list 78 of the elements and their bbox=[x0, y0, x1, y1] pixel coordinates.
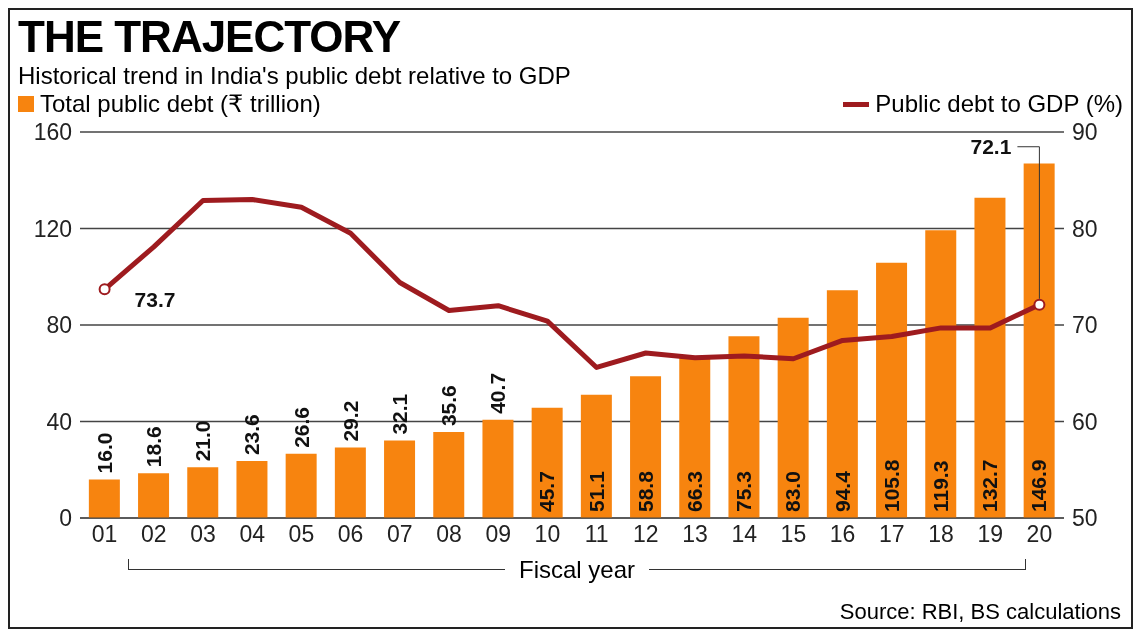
data-label: 58.8 bbox=[633, 470, 657, 512]
y-tick-label: 0 bbox=[59, 505, 72, 532]
data-label: 132.7 bbox=[978, 459, 1002, 512]
data-label: 16.0 bbox=[92, 432, 116, 474]
bar bbox=[974, 197, 1006, 518]
data-label: 119.3 bbox=[929, 460, 953, 512]
x-tick-label: 04 bbox=[239, 521, 266, 548]
bar bbox=[630, 376, 662, 518]
data-label: 75.3 bbox=[732, 471, 756, 512]
x-tick-label: 14 bbox=[731, 521, 758, 548]
data-label: 51.1 bbox=[584, 470, 608, 512]
data-label: 23.6 bbox=[240, 414, 264, 456]
bar bbox=[187, 467, 219, 518]
data-label: 105.8 bbox=[879, 459, 903, 512]
chart-subtitle: Historical trend in India's public debt relative to GDP bbox=[18, 62, 572, 90]
bar bbox=[531, 407, 563, 518]
bar bbox=[285, 453, 317, 518]
x-axis-title: Fiscal year bbox=[518, 556, 636, 584]
chart-title: THE TRAJECTORY bbox=[18, 12, 402, 62]
bar bbox=[88, 479, 120, 518]
data-label: 32.1 bbox=[387, 393, 411, 435]
data-label: 72.1 bbox=[970, 135, 1012, 159]
x-tick-label: 09 bbox=[485, 521, 511, 548]
x-tick-label: 08 bbox=[436, 521, 462, 548]
bar bbox=[777, 317, 809, 518]
data-label: 35.6 bbox=[437, 385, 461, 427]
x-tick-label: 19 bbox=[977, 521, 1003, 548]
bar bbox=[679, 358, 711, 518]
x-tick-label: 12 bbox=[633, 521, 659, 548]
x-tick-label: 17 bbox=[879, 521, 905, 548]
y2-tick-label: 60 bbox=[1072, 408, 1098, 435]
x-tick-label: 20 bbox=[1026, 521, 1053, 548]
bar bbox=[138, 473, 170, 518]
x-tick-label: 03 bbox=[190, 521, 216, 548]
data-label: 146.9 bbox=[1027, 459, 1051, 512]
y2-tick-label: 50 bbox=[1072, 505, 1098, 532]
bar bbox=[728, 336, 760, 518]
y2-tick-label: 70 bbox=[1072, 312, 1098, 339]
data-label: 94.4 bbox=[830, 470, 854, 512]
data-label: 40.7 bbox=[486, 372, 510, 414]
bar bbox=[580, 394, 612, 518]
data-label: 66.3 bbox=[683, 471, 707, 512]
x-tick-label: 16 bbox=[829, 521, 856, 548]
y2-tick-label: 80 bbox=[1072, 215, 1098, 242]
data-label: 83.0 bbox=[781, 471, 805, 512]
x-tick-label: 10 bbox=[534, 521, 561, 548]
data-label: 45.7 bbox=[535, 471, 559, 512]
bar bbox=[334, 447, 366, 518]
y-tick-label: 40 bbox=[46, 408, 72, 435]
y-tick-label: 80 bbox=[46, 312, 72, 339]
bar bbox=[384, 440, 416, 518]
data-label: 73.7 bbox=[134, 287, 176, 311]
x-tick-label: 01 bbox=[91, 521, 118, 548]
x-tick-label: 02 bbox=[141, 521, 167, 548]
x-tick-label: 05 bbox=[288, 521, 315, 548]
x-tick-label: 07 bbox=[387, 521, 413, 548]
x-tick-label: 13 bbox=[682, 521, 708, 548]
bar bbox=[876, 262, 908, 518]
bar bbox=[482, 419, 514, 518]
x-tick-label: 11 bbox=[584, 521, 609, 548]
data-label: 21.0 bbox=[191, 420, 215, 462]
x-tick-label: 18 bbox=[928, 521, 954, 548]
y2-tick-label: 90 bbox=[1072, 119, 1098, 146]
data-label: 18.6 bbox=[141, 426, 165, 468]
data-label: 29.2 bbox=[338, 400, 362, 442]
x-tick-label: 15 bbox=[780, 521, 807, 548]
data-label: 26.6 bbox=[289, 406, 313, 448]
legend-label: Total public debt (₹ trillion) bbox=[40, 90, 321, 118]
y-tick-label: 160 bbox=[33, 119, 72, 146]
x-tick-label: 06 bbox=[337, 521, 364, 548]
bar bbox=[236, 461, 268, 518]
bar bbox=[433, 432, 465, 518]
source-note: Source: RBI, BS calculations bbox=[839, 599, 1121, 625]
bar bbox=[826, 290, 858, 518]
bar bbox=[925, 230, 957, 518]
legend-label: Public debt to GDP (%) bbox=[875, 90, 1123, 118]
y-tick-label: 120 bbox=[33, 215, 72, 242]
bar bbox=[1023, 163, 1055, 518]
